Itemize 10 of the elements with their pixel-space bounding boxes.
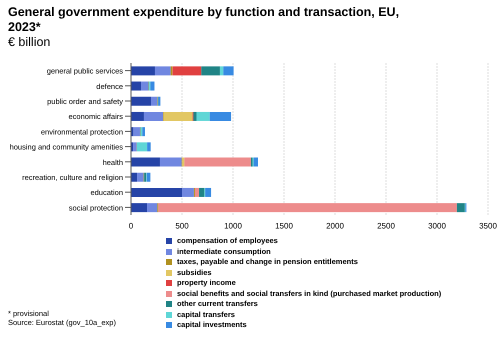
x-tick-label: 2000	[326, 222, 344, 231]
text: € billion	[8, 35, 50, 49]
x-tick-label: 0	[128, 222, 134, 231]
x-tick-label: 3000	[428, 222, 446, 231]
x-tick-label: 500	[175, 222, 190, 231]
x-tick-label: 2500	[377, 222, 396, 231]
x-tick-label: 1000	[224, 222, 242, 231]
x-tick-label: 3500	[479, 222, 498, 231]
x-tick-label: 1500	[275, 222, 294, 231]
chart-title: General government expenditure by function and transaction, EU, 2023*	[8, 5, 400, 35]
